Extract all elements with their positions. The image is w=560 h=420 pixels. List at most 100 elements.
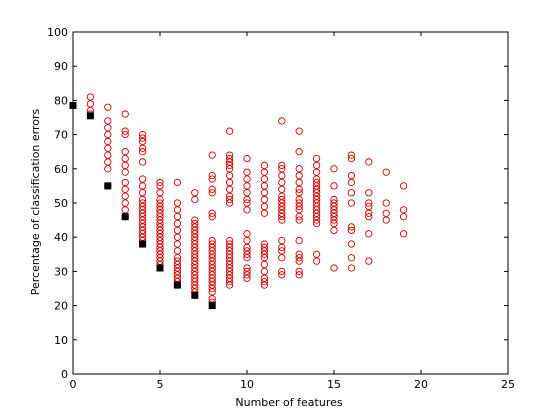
data-point-circle [365, 257, 373, 265]
data-point-circle [243, 254, 251, 262]
data-point-circle [330, 165, 338, 173]
x-tick-label: 0 [70, 378, 77, 391]
data-point-circle [347, 199, 356, 207]
data-point-circle [208, 209, 216, 217]
data-point-circle [365, 158, 373, 166]
y-tick-label: 90 [54, 60, 68, 73]
data-point-circle [208, 284, 216, 293]
best-point-square [69, 102, 77, 110]
data-point-circle [260, 209, 269, 217]
data-point-circle [295, 236, 303, 245]
x-tick-label: 15 [327, 378, 341, 391]
data-point-circle [225, 195, 234, 204]
data-point-circle [278, 213, 286, 221]
data-point-circle [104, 103, 112, 111]
data-points [69, 93, 408, 310]
data-point-circle [330, 216, 338, 224]
data-point-circle [138, 144, 147, 152]
data-point-circle [278, 117, 286, 125]
data-point-circle [121, 110, 129, 118]
tick-labels: 0 5 10 15 20 25 0 10 20 30 40 50 60 70 80 90 100 [47, 26, 515, 391]
y-tick-label: 60 [54, 163, 68, 176]
data-point-circle [208, 185, 216, 193]
best-point-square [104, 182, 112, 190]
data-point-circle [382, 199, 390, 207]
axis-ticks [72, 31, 509, 375]
x-tick-label: 10 [240, 378, 254, 391]
data-point-circle [347, 240, 356, 248]
data-point-circle [399, 182, 408, 190]
data-point-circle [365, 209, 373, 217]
y-axis-title: Percentage of classification errors [29, 108, 42, 295]
data-point-circle [347, 226, 356, 235]
best-point-square [121, 213, 129, 221]
data-point-circle [365, 213, 373, 221]
data-point-circle [208, 175, 216, 183]
data-point-circle [295, 148, 303, 156]
data-point-circle [295, 267, 303, 276]
data-point-circle [399, 213, 408, 221]
data-point-circle [365, 199, 373, 207]
data-point-circle [208, 295, 216, 303]
y-tick-label: 0 [61, 368, 68, 381]
best-point-square [173, 281, 181, 289]
data-point-circle [121, 130, 129, 139]
data-point-circle [347, 223, 356, 231]
data-point-circle [243, 274, 251, 282]
data-point-circle [295, 254, 303, 262]
data-point-circle [295, 127, 303, 135]
data-point-circle [347, 254, 356, 262]
data-point-circle [295, 216, 303, 224]
data-point-circle [260, 278, 269, 286]
data-point-circle [260, 250, 269, 258]
data-point-circle [278, 271, 286, 279]
y-tick-label: 70 [54, 129, 68, 142]
data-point-circle [243, 250, 251, 258]
x-axis-title: Number of features [235, 396, 342, 409]
data-point-circle [225, 127, 234, 135]
data-point-circle [330, 226, 338, 235]
y-tick-label: 20 [54, 300, 68, 313]
data-point-circle [191, 284, 199, 293]
data-point-circle [295, 202, 303, 211]
data-point-circle [295, 271, 303, 279]
data-point-circle [312, 216, 321, 224]
data-point-circle [225, 199, 234, 207]
y-tick-label: 40 [54, 231, 68, 244]
data-point-circle [225, 161, 234, 170]
data-point-circle [365, 230, 373, 238]
x-tick-label: 20 [414, 378, 428, 391]
best-point-square [208, 302, 216, 310]
data-point-circle [295, 213, 303, 221]
y-tick-label: 50 [54, 197, 68, 210]
data-point-circle [191, 195, 199, 204]
data-point-circle [330, 182, 338, 190]
data-point-circle [173, 178, 182, 187]
data-point-circle [399, 230, 408, 238]
data-point-circle [156, 178, 164, 187]
data-point-circle [347, 151, 356, 159]
data-point-circle [104, 165, 112, 173]
data-point-circle [243, 195, 251, 204]
data-point-circle [312, 219, 321, 228]
data-point-circle [156, 257, 164, 265]
data-point-circle [312, 257, 321, 265]
y-tick-label: 80 [54, 94, 68, 107]
data-point-circle [138, 134, 147, 142]
data-point-circle [278, 254, 286, 262]
data-point-circle [295, 185, 303, 193]
data-point-circle [138, 148, 147, 156]
best-point-square [86, 112, 94, 120]
y-tick-label: 100 [47, 26, 68, 39]
data-point-circle [121, 127, 129, 135]
y-tick-label: 10 [54, 334, 68, 347]
data-point-circle [278, 267, 286, 276]
data-point-circle [138, 158, 147, 166]
data-point-circle [347, 154, 356, 163]
best-point-square [156, 264, 164, 272]
data-point-circle [347, 189, 356, 197]
data-point-circle [121, 168, 129, 176]
